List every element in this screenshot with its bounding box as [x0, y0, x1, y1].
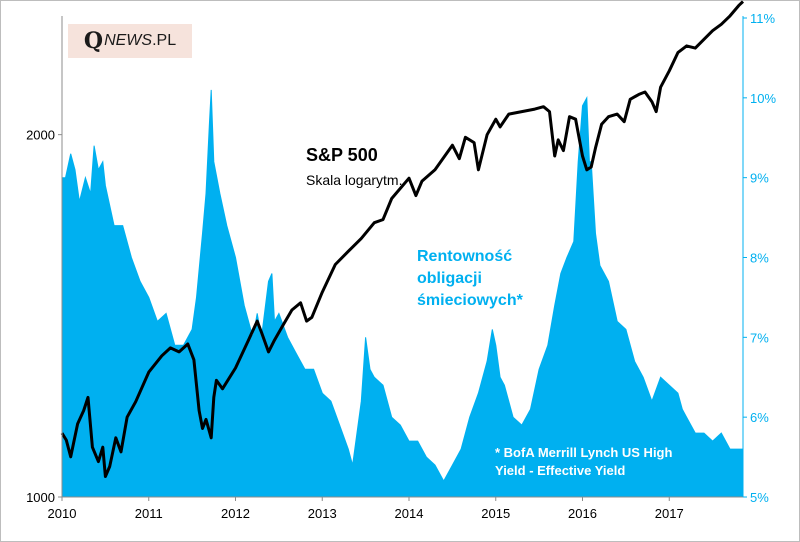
right-tick-label: 7% [750, 330, 769, 345]
source-note-line2: Yield - Effective Yield [495, 463, 626, 478]
x-tick-label: 2017 [655, 506, 684, 521]
left-tick-label: 1000 [26, 490, 55, 505]
logo-pl: .PL [152, 32, 177, 49]
x-tick-label: 2013 [308, 506, 337, 521]
x-tick-label: 2016 [568, 506, 597, 521]
x-tick-label: 2010 [48, 506, 77, 521]
junk-yield-label-line3: śmieciowych* [417, 292, 523, 309]
right-tick-label: 10% [750, 91, 776, 106]
logo-q: Q [83, 28, 104, 54]
junk-yield-label-line2: obligacji [417, 270, 482, 287]
right-tick-label: 5% [750, 490, 769, 505]
right-tick-label: 9% [750, 171, 769, 186]
qnews-logo: Q NEWS .PL [68, 24, 192, 58]
right-tick-label: 8% [750, 251, 769, 266]
sp500-line [60, 0, 745, 478]
source-note-line1: * BofA Merrill Lynch US High [495, 445, 673, 460]
source-note: * BofA Merrill Lynch US High Yield - Eff… [495, 444, 672, 480]
sp500-subtitle: Skala logarytm. [306, 172, 403, 188]
junk-yield-area [61, 89, 744, 498]
right-tick-label: 11% [750, 11, 775, 26]
junk-yield-label: Rentowność obligacji śmieciowych* [417, 246, 523, 312]
left-tick-label: 2000 [26, 128, 55, 143]
x-tick-label: 2011 [135, 506, 163, 521]
x-tick-label: 2014 [395, 506, 424, 521]
sp500-title: S&P 500 [306, 145, 378, 165]
logo-news: NEWS [104, 32, 153, 49]
x-tick-label: 2015 [481, 506, 510, 521]
junk-yield-label-line1: Rentowność [417, 248, 513, 265]
x-tick-label: 2012 [221, 506, 250, 521]
right-tick-label: 6% [750, 410, 769, 425]
